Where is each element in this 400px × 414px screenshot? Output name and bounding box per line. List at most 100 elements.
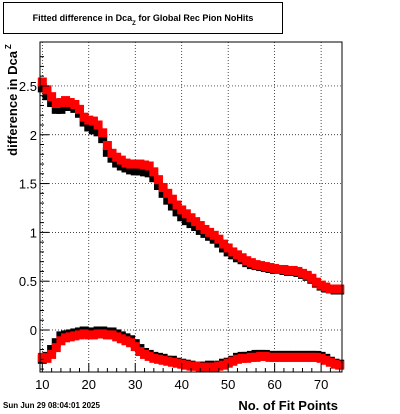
data-point-upper [191,222,201,232]
data-point-upper [270,264,280,274]
data-point-upper [88,116,98,126]
data-point-lower [163,356,173,366]
data-point-lower [167,357,177,367]
data-point-upper [335,284,345,294]
data-point-upper [251,260,261,270]
data-point-upper [158,188,168,198]
data-point-upper [228,247,238,257]
data-point-lower [335,360,345,370]
data-point-upper [172,207,182,217]
data-point-upper [102,140,112,150]
data-point-upper [84,115,94,125]
data-point-lower [144,351,154,361]
y-axis-label: difference in DcaZ [4,44,20,156]
data-point-lower [228,356,238,366]
data-point-upper [93,120,103,130]
data-point-upper [284,265,294,275]
data-point-upper [107,153,117,163]
data-point-upper [242,256,252,266]
data-point-lower [214,361,224,371]
data-point-lower [98,329,108,339]
data-point-upper [191,217,201,227]
data-point-upper [126,165,136,175]
chart-title-main: Fitted difference in Dca [32,13,133,23]
data-point-lower [298,352,308,362]
data-point-lower [302,352,312,362]
data-point-lower [195,362,205,372]
data-point-upper [121,163,131,173]
data-point-upper [288,265,298,275]
chart-title-rest: for Global Rec Pion NoHits [135,13,254,23]
data-point-upper [237,253,247,263]
data-point-upper [265,263,275,273]
data-point-upper [163,188,173,198]
data-point-upper [200,224,210,234]
data-point-upper [177,212,187,222]
data-point-upper [140,167,150,177]
data-point-upper [214,234,224,244]
data-point-upper [246,258,256,268]
data-point-upper [153,181,163,191]
data-point-upper [177,205,187,215]
data-point-upper [56,104,66,114]
data-point-upper [158,182,168,192]
data-point-upper [70,99,80,109]
data-point-upper [195,221,205,231]
data-point-upper [325,284,335,294]
data-point-lower [307,352,317,362]
data-point-upper [42,85,52,95]
data-point-lower [61,333,71,343]
data-point-lower [172,358,182,368]
x-tick-label: 50 [221,377,235,392]
data-point-upper [47,98,57,108]
data-point-upper [172,200,182,210]
data-point-upper [274,264,284,274]
data-point-lower [84,330,94,340]
data-point-lower [186,361,196,371]
data-point-upper [93,127,103,137]
data-point-upper [112,158,122,168]
data-point-upper [42,91,52,101]
data-point-lower [140,349,150,359]
data-point-upper [153,175,163,185]
data-point-upper [107,148,117,158]
data-point-lower [158,355,168,365]
data-point-lower [293,352,303,362]
data-point-upper [223,243,233,253]
data-point-upper [102,147,112,157]
data-point-lower [205,362,215,372]
data-point-upper [181,209,191,219]
data-point-lower [242,353,252,363]
data-point-upper [219,239,229,249]
data-point-lower [316,353,326,363]
data-point-upper [186,219,196,229]
data-point-upper [186,213,196,223]
data-point-upper [307,273,317,283]
data-point-lower [191,361,201,371]
data-point-lower [79,329,89,339]
data-point-upper [51,99,61,109]
grid-layer [40,42,342,372]
data-point-lower [121,336,131,346]
data-point-upper [51,104,61,114]
data-point-upper [140,160,150,170]
x-axis-label: No. of Fit Points [238,398,338,413]
y-tick-label: 2 [30,128,37,143]
data-point-lower [47,345,57,355]
data-point-upper [149,167,159,177]
data-point-lower [130,342,140,352]
data-point-lower [265,352,275,362]
x-tick-label: 60 [267,377,281,392]
data-point-upper [256,261,266,271]
x-tick-label: 20 [82,377,96,392]
data-point-upper [298,268,308,278]
data-point-lower [102,330,112,340]
x-tick-label: 40 [174,377,188,392]
data-point-lower [153,354,163,364]
y-tick-label: 0 [30,323,37,338]
data-point-upper [79,112,89,122]
data-point-upper [37,83,47,93]
data-point-upper [47,92,57,102]
data-point-lower [260,351,270,361]
x-tick-label: 30 [128,377,142,392]
